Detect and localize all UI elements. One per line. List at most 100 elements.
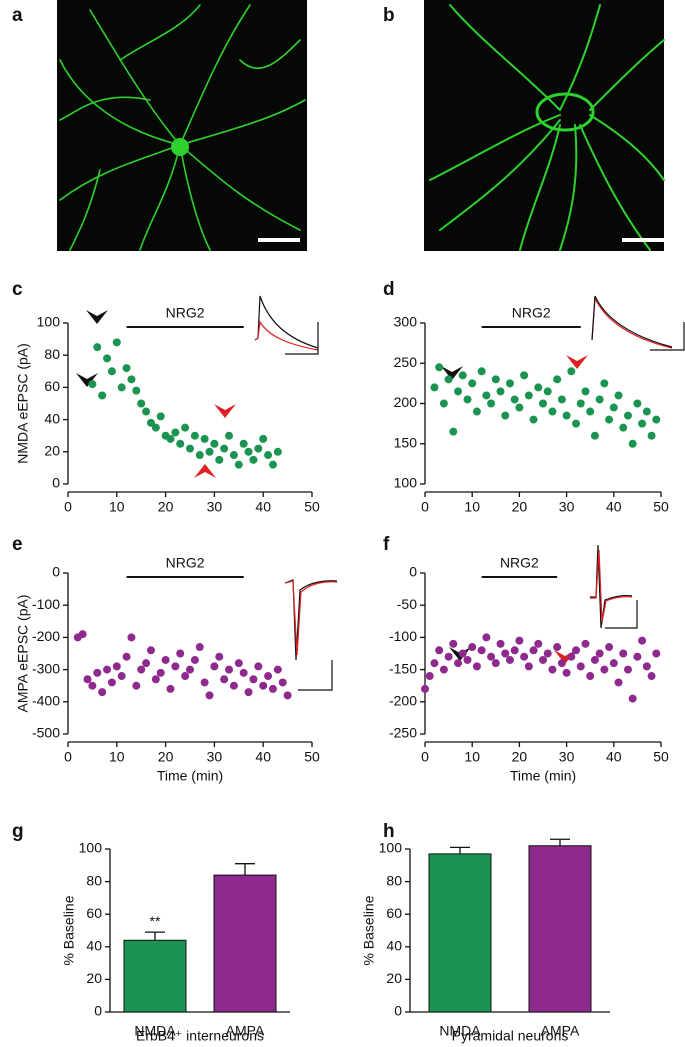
y-tick-label: 60 [386, 905, 402, 921]
data-point [234, 460, 243, 469]
data-point [572, 646, 581, 655]
data-point [176, 439, 185, 448]
data-point [647, 431, 656, 440]
data-point [444, 375, 453, 384]
x-tick-label: 0 [64, 749, 72, 765]
y-tick-label: 80 [86, 872, 102, 888]
data-point [491, 375, 500, 384]
data-point [548, 665, 557, 674]
data-point [107, 367, 116, 376]
data-point [88, 380, 97, 389]
x-tick-label: 0 [421, 749, 429, 765]
data-point [151, 423, 160, 432]
data-point [254, 444, 263, 453]
x-tick-label: 30 [207, 499, 223, 515]
y-tick-label: -250 [389, 725, 417, 741]
data-point [181, 423, 190, 432]
y-tick-label: -100 [32, 596, 60, 612]
bar [428, 853, 492, 1013]
y-tick-label: 60 [44, 378, 60, 394]
data-point [539, 399, 547, 408]
data-point [146, 418, 155, 427]
data-point [642, 662, 651, 671]
data-point [553, 375, 562, 384]
x-tick-label: 30 [559, 499, 575, 515]
data-point [609, 659, 618, 668]
x-tick-label: 10 [109, 749, 125, 765]
x-tick-label: 50 [304, 499, 320, 515]
data-point [117, 672, 126, 681]
data-point [534, 639, 543, 648]
y-axis-label: % Baseline [61, 895, 77, 965]
data-point [244, 447, 253, 456]
data-point [103, 665, 112, 674]
x-tick-label: 40 [606, 749, 622, 765]
x-tick-label: 40 [255, 499, 271, 515]
data-point [496, 639, 505, 648]
data-point [520, 652, 529, 661]
data-point [628, 439, 637, 448]
data-point [482, 633, 491, 642]
data-point [200, 434, 209, 443]
data-point [572, 419, 581, 428]
data-point [543, 387, 552, 396]
data-point [430, 383, 439, 392]
bar [213, 874, 277, 1013]
data-point [107, 678, 116, 687]
y-tick-label: 20 [386, 970, 402, 986]
data-point [619, 423, 628, 432]
y-tick-label: 20 [44, 443, 60, 459]
y-tick-label: -200 [32, 628, 60, 644]
treatment-label: NRG2 [166, 555, 205, 571]
data-point [78, 630, 87, 639]
panel-label: e [12, 534, 23, 555]
data-point [454, 387, 463, 396]
micrograph-a [57, 0, 307, 251]
data-point [496, 387, 505, 396]
data-point [215, 652, 224, 661]
x-tick-label: 10 [109, 499, 125, 515]
data-point [501, 411, 510, 420]
data-point [259, 681, 268, 690]
bar [528, 845, 592, 1013]
data-point [220, 675, 229, 684]
x-tick-label: NMDA [134, 1023, 176, 1039]
x-tick-label: 50 [653, 499, 669, 515]
data-point [472, 662, 481, 671]
y-tick-label: 0 [409, 564, 417, 580]
data-point [449, 639, 458, 648]
data-point [562, 668, 571, 677]
y-axis-label: AMPA eEPSC (pA) [15, 594, 31, 712]
data-point [449, 427, 458, 436]
data-point [146, 646, 155, 655]
micrograph-b [424, 0, 665, 251]
data-point [628, 694, 637, 703]
data-point [590, 431, 599, 440]
data-point [505, 655, 514, 664]
y-tick-label: 250 [394, 354, 418, 370]
data-point [205, 691, 214, 700]
y-tick-label: -300 [32, 660, 60, 676]
data-point [609, 403, 618, 412]
x-axis-label: Time (min) [157, 768, 223, 784]
data-point [562, 411, 571, 420]
data-point [249, 455, 258, 464]
y-tick-label: 60 [86, 905, 102, 921]
y-axis-label: NMDA eEPSC (pA) [15, 343, 31, 464]
data-point [181, 672, 190, 681]
data-point [127, 633, 136, 642]
panel-label: c [12, 279, 23, 300]
data-point [605, 415, 614, 424]
x-axis-label: Pyramidal neurons [452, 1028, 569, 1044]
data-point [614, 678, 623, 687]
data-point [225, 665, 234, 674]
y-tick-label: 0 [94, 1003, 102, 1019]
data-point [548, 407, 557, 416]
data-point [520, 371, 529, 380]
y-tick-label: -400 [32, 693, 60, 709]
data-point [539, 655, 547, 664]
data-point [510, 395, 519, 404]
data-point [642, 407, 651, 416]
bar [123, 939, 187, 1013]
data-point [195, 643, 204, 652]
